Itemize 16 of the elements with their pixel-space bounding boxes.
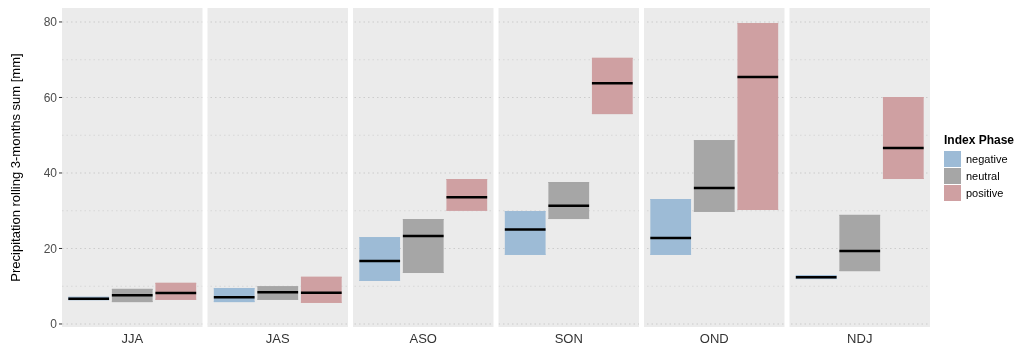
- y-tick-label: 40: [43, 166, 58, 181]
- y-axis-title: Precipitation rolling 3-months sum [mm]: [8, 53, 23, 282]
- y-tick-label: 80: [43, 15, 58, 30]
- x-tick-label: JAS: [265, 331, 290, 346]
- x-tick-label: NDJ: [847, 331, 873, 346]
- y-tick-label: 60: [43, 90, 58, 105]
- y-tick-label: 20: [43, 241, 58, 256]
- legend-label: negative: [966, 152, 1008, 165]
- x-tick-label: ASO: [409, 331, 437, 346]
- legend-label: neutral: [966, 169, 1000, 182]
- legend-label: positive: [966, 186, 1004, 199]
- x-tick-label: OND: [699, 331, 729, 346]
- x-tick-label: SON: [554, 331, 583, 346]
- x-tick-label: JJA: [121, 331, 144, 346]
- y-tick-label: 0: [50, 317, 58, 332]
- legend-title: Index Phase: [944, 133, 1015, 147]
